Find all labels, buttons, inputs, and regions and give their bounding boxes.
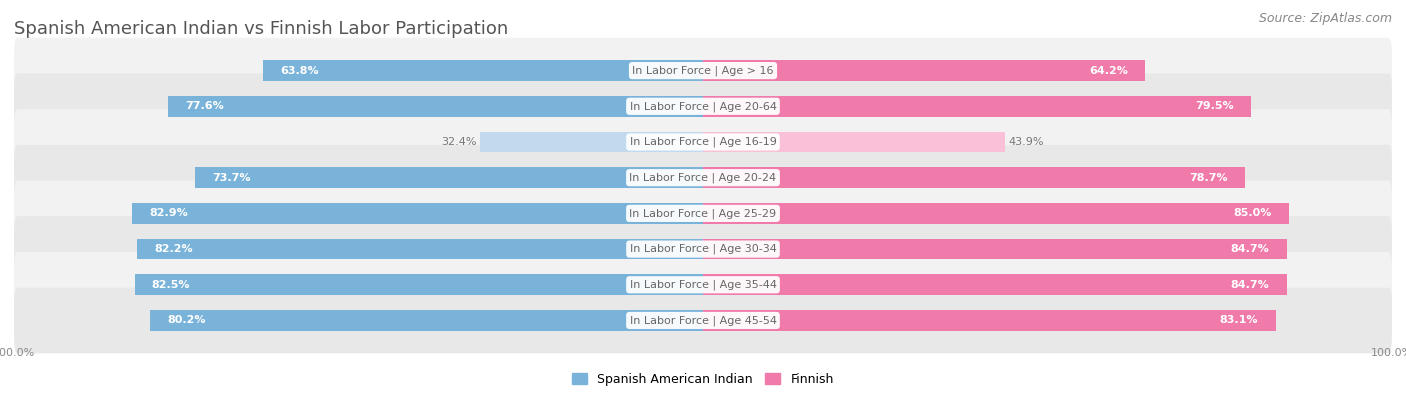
Text: 32.4%: 32.4% <box>441 137 477 147</box>
FancyBboxPatch shape <box>14 73 1392 139</box>
Text: In Labor Force | Age 30-34: In Labor Force | Age 30-34 <box>630 244 776 254</box>
FancyBboxPatch shape <box>14 145 1392 211</box>
FancyBboxPatch shape <box>14 109 1392 175</box>
Bar <box>150 310 703 331</box>
Bar <box>132 203 703 224</box>
Bar <box>703 310 1275 331</box>
Text: 63.8%: 63.8% <box>281 66 319 75</box>
Text: In Labor Force | Age 45-54: In Labor Force | Age 45-54 <box>630 315 776 326</box>
Text: In Labor Force | Age 20-64: In Labor Force | Age 20-64 <box>630 101 776 111</box>
Text: 82.5%: 82.5% <box>152 280 190 290</box>
Bar <box>195 167 703 188</box>
Text: 85.0%: 85.0% <box>1233 209 1271 218</box>
FancyBboxPatch shape <box>14 288 1392 353</box>
Text: 78.7%: 78.7% <box>1189 173 1227 182</box>
FancyBboxPatch shape <box>14 216 1392 282</box>
Bar <box>703 239 1286 260</box>
Text: 79.5%: 79.5% <box>1195 101 1233 111</box>
Text: 64.2%: 64.2% <box>1090 66 1128 75</box>
Text: In Labor Force | Age > 16: In Labor Force | Age > 16 <box>633 65 773 76</box>
Text: 84.7%: 84.7% <box>1230 280 1270 290</box>
Text: 77.6%: 77.6% <box>186 101 225 111</box>
Text: 84.7%: 84.7% <box>1230 244 1270 254</box>
Bar <box>703 167 1246 188</box>
Text: 43.9%: 43.9% <box>1010 137 1045 147</box>
Bar <box>703 275 1286 295</box>
Bar <box>703 60 1146 81</box>
FancyBboxPatch shape <box>14 252 1392 318</box>
Text: In Labor Force | Age 16-19: In Labor Force | Age 16-19 <box>630 137 776 147</box>
Text: 83.1%: 83.1% <box>1220 316 1258 325</box>
Text: In Labor Force | Age 35-44: In Labor Force | Age 35-44 <box>630 280 776 290</box>
Text: Source: ZipAtlas.com: Source: ZipAtlas.com <box>1258 12 1392 25</box>
Text: 80.2%: 80.2% <box>167 316 207 325</box>
Text: 73.7%: 73.7% <box>212 173 252 182</box>
Bar <box>703 132 1005 152</box>
Text: 82.2%: 82.2% <box>153 244 193 254</box>
Bar <box>136 239 703 260</box>
FancyBboxPatch shape <box>14 38 1392 103</box>
Bar <box>703 96 1251 117</box>
Text: Spanish American Indian vs Finnish Labor Participation: Spanish American Indian vs Finnish Labor… <box>14 19 509 38</box>
Bar <box>703 203 1289 224</box>
FancyBboxPatch shape <box>14 181 1392 246</box>
Text: In Labor Force | Age 25-29: In Labor Force | Age 25-29 <box>630 208 776 218</box>
Bar <box>169 96 703 117</box>
Legend: Spanish American Indian, Finnish: Spanish American Indian, Finnish <box>567 368 839 391</box>
Bar <box>135 275 703 295</box>
Bar <box>479 132 703 152</box>
Bar <box>263 60 703 81</box>
Text: 82.9%: 82.9% <box>149 209 188 218</box>
Text: In Labor Force | Age 20-24: In Labor Force | Age 20-24 <box>630 173 776 183</box>
